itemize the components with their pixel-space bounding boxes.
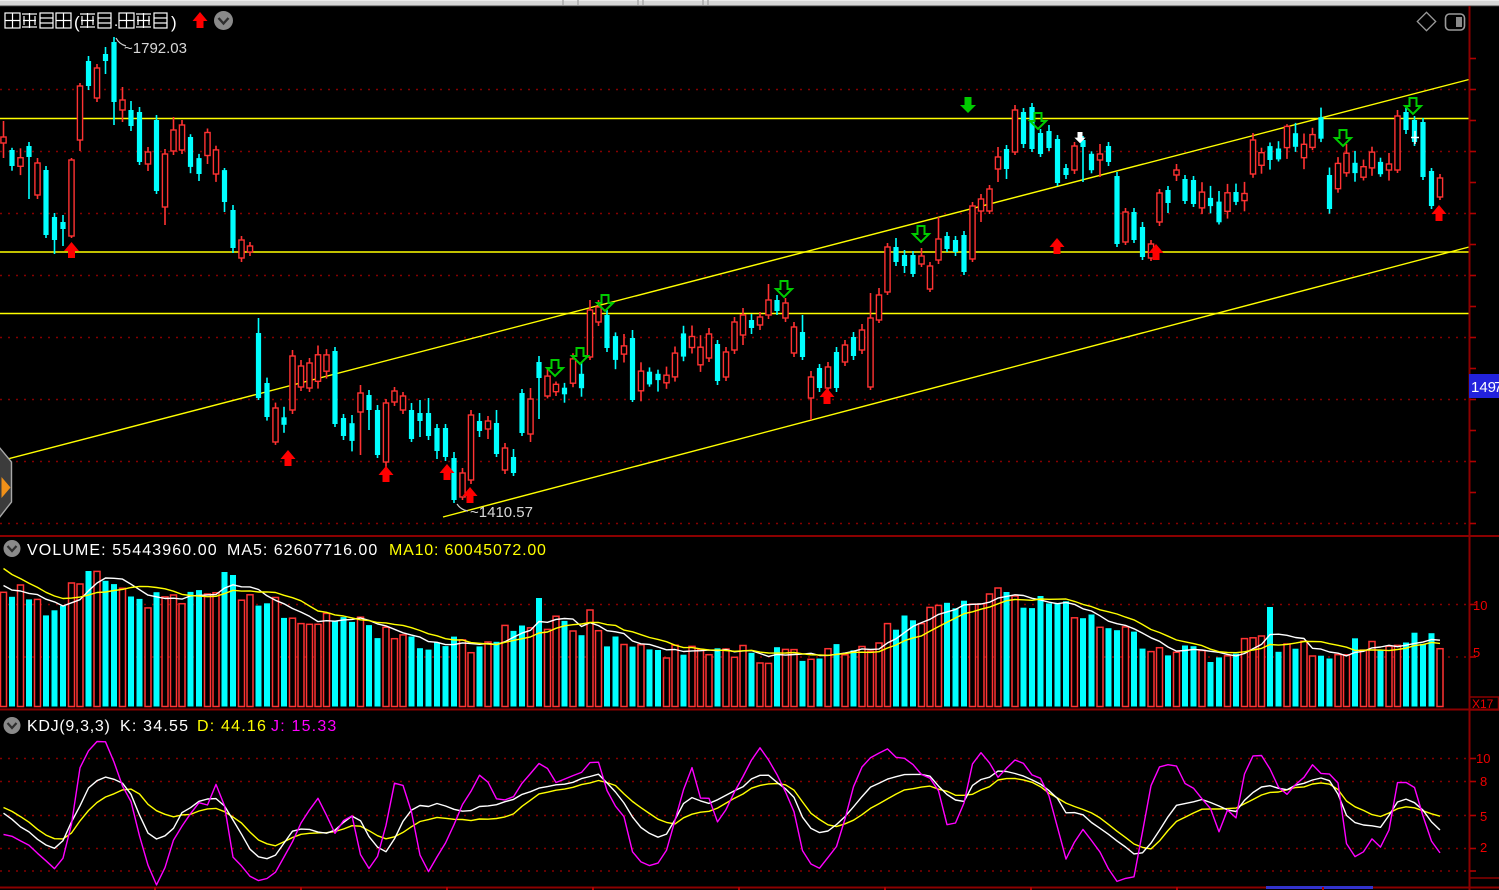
svg-text:~1410.57: ~1410.57 [470, 504, 533, 521]
svg-text:2: 2 [1480, 840, 1487, 855]
svg-text:J: 15.33: J: 15.33 [271, 718, 338, 735]
svg-text:KDJ(9,3,3): KDJ(9,3,3) [27, 718, 110, 735]
svg-text:.: . [114, 13, 118, 30]
svg-text:D: 44.16: D: 44.16 [197, 718, 267, 735]
svg-text:~1792.03: ~1792.03 [124, 40, 187, 57]
svg-text:MA5: 62607716.00: MA5: 62607716.00 [227, 542, 378, 559]
svg-text:5: 5 [1473, 645, 1480, 660]
svg-text:7: 7 [1494, 379, 1499, 396]
svg-text:MA10: 60045072.00: MA10: 60045072.00 [389, 542, 547, 559]
svg-text:8: 8 [1480, 774, 1487, 789]
svg-text:149: 149 [1471, 379, 1496, 396]
svg-text:(: ( [74, 13, 80, 32]
svg-text:10: 10 [1476, 751, 1490, 766]
svg-text:K: 34.55: K: 34.55 [120, 718, 189, 735]
svg-text:10: 10 [1473, 598, 1487, 613]
svg-text:5: 5 [1480, 809, 1487, 824]
svg-text:X17: X17 [1472, 697, 1494, 711]
svg-text:VOLUME: 55443960.00: VOLUME: 55443960.00 [27, 542, 218, 559]
svg-text:): ) [171, 13, 177, 32]
